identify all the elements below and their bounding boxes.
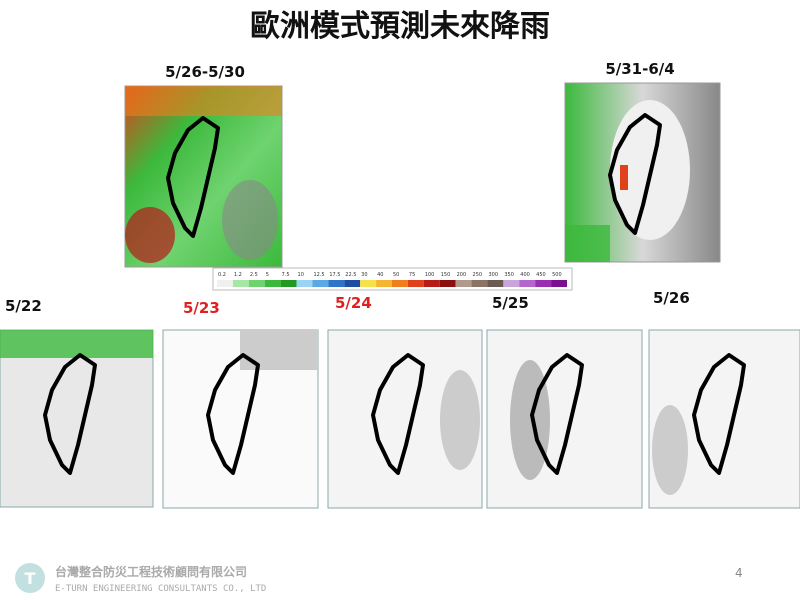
colorbar-swatch xyxy=(217,280,233,287)
colorbar-label: 40 xyxy=(377,272,383,278)
colorbar-swatch xyxy=(376,280,392,287)
map xyxy=(124,85,283,268)
map-label: 5/22 xyxy=(5,297,42,315)
map xyxy=(564,82,721,263)
page-number: 4 xyxy=(735,566,743,580)
map xyxy=(0,329,154,508)
colorbar-swatch xyxy=(248,280,265,287)
colorbar-label: 5 xyxy=(266,272,269,278)
map xyxy=(327,329,483,509)
colorbar-swatch xyxy=(519,280,536,287)
colorbar-swatch xyxy=(328,280,345,287)
colorbar-swatch xyxy=(455,280,472,287)
colorbar-swatch xyxy=(344,280,361,287)
map-label: 5/24 xyxy=(335,294,372,312)
colorbar-label: 30 xyxy=(361,272,367,278)
colorbar-label: 400 xyxy=(520,272,530,278)
colorbar-swatch xyxy=(232,280,249,287)
colorbar-swatch xyxy=(535,280,552,287)
colorbar-label: 300 xyxy=(488,272,498,278)
colorbar-label: 17.5 xyxy=(329,272,340,278)
map-label: 5/23 xyxy=(183,299,220,317)
colorbar-swatch xyxy=(423,280,440,287)
colorbar-label: 250 xyxy=(473,272,483,278)
logo: T xyxy=(15,563,45,593)
colorbar-swatch xyxy=(280,280,297,287)
map-label: 5/25 xyxy=(492,294,529,312)
colorbar-swatch xyxy=(471,280,488,287)
colorbar-label: 500 xyxy=(552,272,562,278)
colorbar-swatch xyxy=(503,280,520,287)
colorbar-label: 22.5 xyxy=(345,272,356,278)
map-label: 5/31-6/4 xyxy=(605,60,674,78)
colorbar-swatch xyxy=(551,280,567,287)
map-label: 5/26 xyxy=(653,289,690,307)
colorbar-swatch xyxy=(360,280,377,287)
colorbar-swatch xyxy=(296,280,313,287)
colorbar-swatch xyxy=(407,280,424,287)
colorbar-label: 2.5 xyxy=(250,272,258,278)
colorbar-label: 350 xyxy=(504,272,514,278)
company-name: 台灣整合防災工程技術顧問有限公司 xyxy=(55,564,247,579)
map-label: 5/26-5/30 xyxy=(165,63,245,81)
colorbar-label: 0.2 xyxy=(218,272,226,278)
map xyxy=(648,329,800,509)
colorbar-label: 1.2 xyxy=(234,272,242,278)
colorbar-label: 100 xyxy=(425,272,435,278)
map xyxy=(162,329,319,509)
colorbar-label: 10 xyxy=(298,272,304,278)
colorbar-swatch xyxy=(439,280,456,287)
colorbar-label: 50 xyxy=(393,272,399,278)
colorbar-label: 7.5 xyxy=(282,272,290,278)
map xyxy=(486,329,643,509)
colorbar-label: 12.5 xyxy=(313,272,324,278)
svg-text:T: T xyxy=(25,569,36,588)
colorbar-swatch xyxy=(264,280,281,287)
colorbar-label: 150 xyxy=(441,272,451,278)
colorbar-label: 200 xyxy=(457,272,467,278)
colorbar-swatch xyxy=(392,280,408,287)
colorbar-swatch xyxy=(312,280,329,287)
company-name-en: E-TURN ENGINEERING CONSULTANTS CO., LTD xyxy=(55,584,266,594)
slide-title: 歐洲模式預測未來降雨 xyxy=(250,9,550,44)
colorbar: 0.2 1.2 2.5 5 7.5 10 12.5 17.5 22.5 30 40 50 75 100 15… xyxy=(212,267,573,291)
colorbar-swatch xyxy=(487,280,504,287)
colorbar-label: 450 xyxy=(536,272,546,278)
colorbar-label: 75 xyxy=(409,272,415,278)
